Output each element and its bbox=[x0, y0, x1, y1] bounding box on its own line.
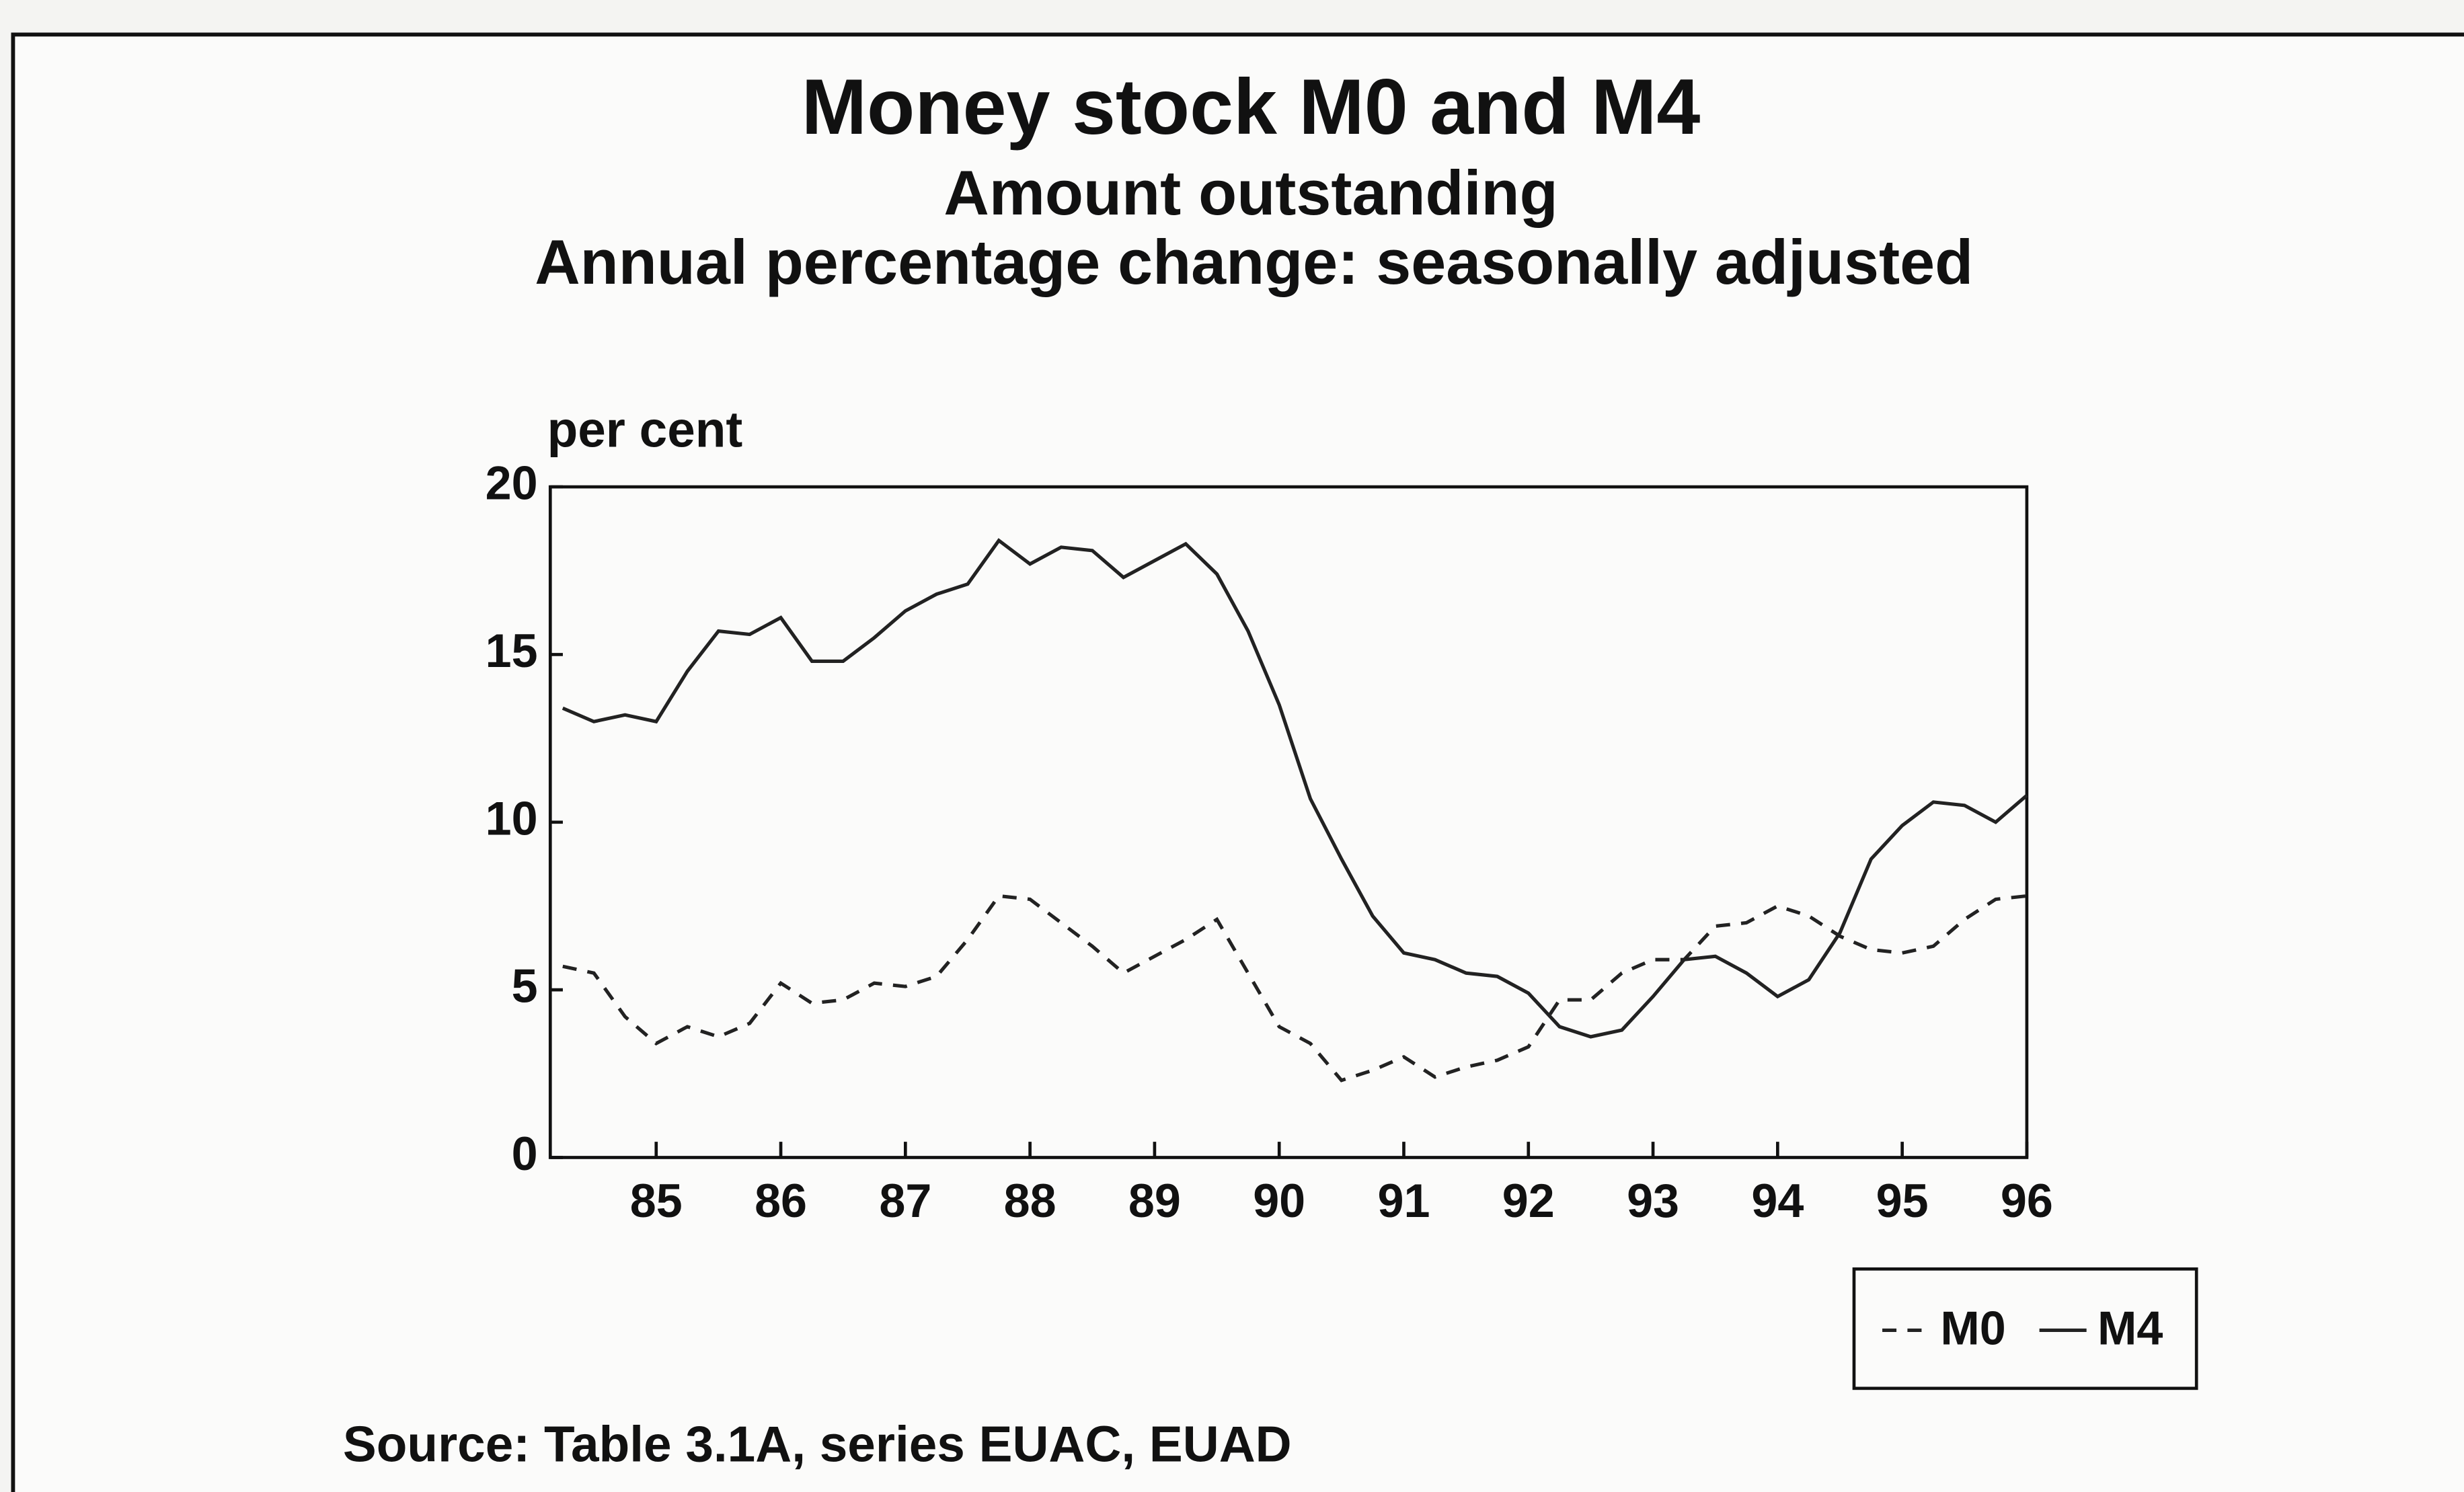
y-axis-label: per cent bbox=[547, 401, 743, 457]
source-note: Source: Table 3.1A, series EUAC, EUAD bbox=[343, 1415, 1292, 1472]
x-tick-label: 85 bbox=[630, 1175, 683, 1227]
legend-label: M0 bbox=[1940, 1302, 2005, 1354]
chart-subtitle: Amount outstanding bbox=[944, 157, 1557, 228]
x-tick-label: 93 bbox=[1627, 1175, 1679, 1227]
x-tick-label: 91 bbox=[1378, 1175, 1430, 1227]
series-line bbox=[562, 538, 2028, 1039]
x-tick-label: 86 bbox=[755, 1175, 807, 1227]
chart-subtitle: Annual percentage change: seasonally adj… bbox=[535, 227, 1973, 297]
y-tick-label: 0 bbox=[512, 1128, 538, 1180]
x-tick-label: 94 bbox=[1751, 1175, 1804, 1227]
x-tick-label: 88 bbox=[1004, 1175, 1056, 1227]
x-tick-label: 87 bbox=[879, 1175, 931, 1227]
x-tick-label: 89 bbox=[1128, 1175, 1181, 1227]
y-tick-label: 10 bbox=[486, 792, 538, 845]
y-tick-label: 20 bbox=[486, 457, 538, 510]
series-line bbox=[562, 894, 2028, 1083]
y-tick-label: 5 bbox=[512, 960, 538, 1013]
x-tick-label: 96 bbox=[2001, 1175, 2053, 1227]
x-tick-label: 92 bbox=[1502, 1175, 1555, 1227]
x-tick-label: 95 bbox=[1876, 1175, 1929, 1227]
legend-label: M4 bbox=[2097, 1302, 2163, 1354]
x-tick-label: 90 bbox=[1253, 1175, 1305, 1227]
y-tick-label: 15 bbox=[486, 625, 538, 677]
frame bbox=[11, 32, 2464, 1492]
chart-title: Money stock M0 and M4 bbox=[802, 63, 1701, 151]
